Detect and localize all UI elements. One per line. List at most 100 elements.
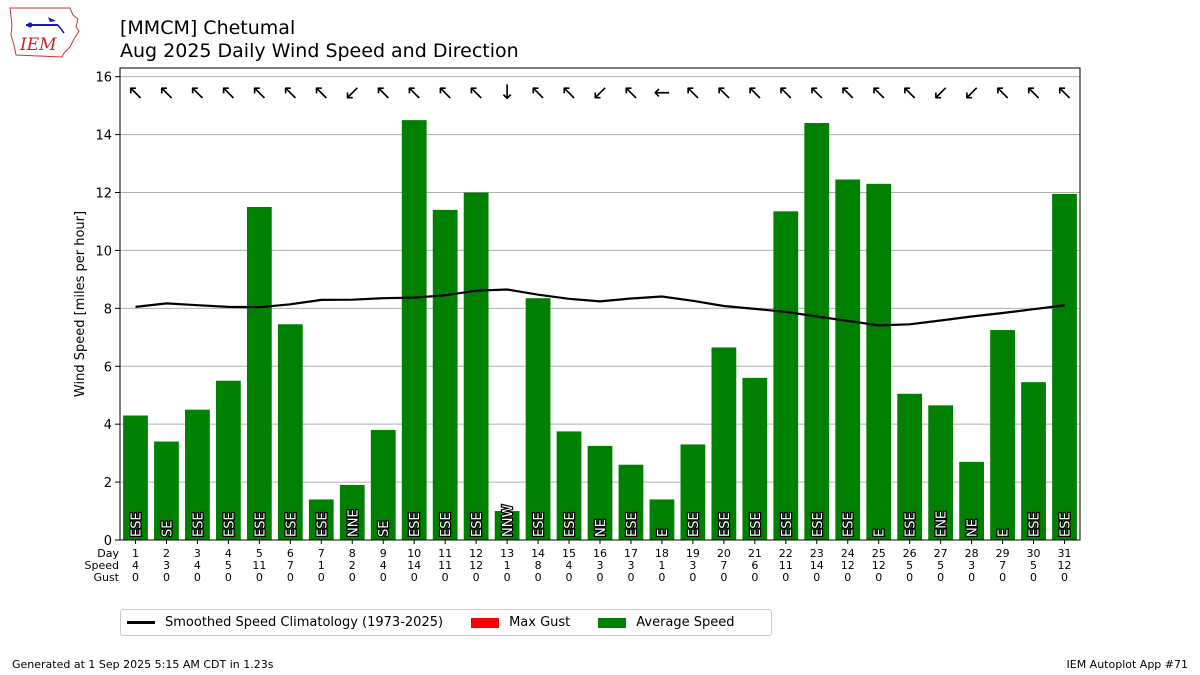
wind-direction-arrow: ↖ xyxy=(375,80,392,104)
speed-label: 5 xyxy=(1030,559,1037,572)
gust-label: 0 xyxy=(782,571,789,584)
y-tick-label: 0 xyxy=(104,534,112,549)
gust-label: 0 xyxy=(597,571,604,584)
wind-direction-arrow: ← xyxy=(654,80,671,104)
y-tick-label: 14 xyxy=(95,129,112,144)
y-tick-label: 16 xyxy=(95,71,112,86)
direction-label: NNW xyxy=(501,505,516,537)
wind-direction-arrow: ↖ xyxy=(901,80,918,104)
speed-label: 12 xyxy=(841,559,855,572)
wind-direction-arrow: ↖ xyxy=(530,80,547,104)
wind-direction-arrow: ↖ xyxy=(839,80,856,104)
day-label: 11 xyxy=(438,547,452,560)
speed-label: 12 xyxy=(872,559,886,572)
day-label: 4 xyxy=(225,547,232,560)
wind-direction-arrow: ↖ xyxy=(127,80,144,104)
wind-direction-arrow: ↖ xyxy=(282,80,299,104)
gust-label: 0 xyxy=(380,571,387,584)
table-row-label: Gust xyxy=(93,571,119,584)
bar-average-speed xyxy=(897,393,923,540)
speed-label: 3 xyxy=(627,559,634,572)
day-label: 30 xyxy=(1027,547,1041,560)
chart-subtitle: Aug 2025 Daily Wind Speed and Direction xyxy=(120,40,519,62)
speed-label: 7 xyxy=(999,559,1006,572)
wind-direction-arrow: ↖ xyxy=(220,80,237,104)
day-label: 29 xyxy=(996,547,1010,560)
y-tick-label: 6 xyxy=(104,360,112,375)
wind-direction-arrow: ↖ xyxy=(777,80,794,104)
gust-label: 0 xyxy=(411,571,418,584)
direction-label: SE xyxy=(160,521,175,537)
climatology-line xyxy=(135,288,1065,327)
bar-average-speed xyxy=(866,183,892,540)
gust-label: 0 xyxy=(287,571,294,584)
speed-label: 1 xyxy=(318,559,325,572)
y-tick-label: 10 xyxy=(95,244,112,259)
bar-average-speed xyxy=(216,380,241,540)
y-tick-label: 12 xyxy=(95,187,112,202)
direction-label: ESE xyxy=(563,512,578,537)
wind-direction-arrow: ↖ xyxy=(808,80,825,104)
speed-label: 11 xyxy=(438,559,452,572)
legend-item-max-gust: Max Gust xyxy=(471,615,570,630)
speed-label: 3 xyxy=(968,559,975,572)
direction-label: SE xyxy=(377,521,392,537)
app-label: IEM Autoplot App #71 xyxy=(1066,658,1189,671)
speed-label: 7 xyxy=(720,559,727,572)
gust-label: 0 xyxy=(968,571,975,584)
day-label: 2 xyxy=(163,547,170,560)
day-label: 6 xyxy=(287,547,294,560)
legend-label-climatology: Smoothed Speed Climatology (1973-2025) xyxy=(165,615,444,630)
wind-direction-arrow: ↙ xyxy=(963,80,980,104)
generated-timestamp: Generated at 1 Sep 2025 5:15 AM CDT in 1… xyxy=(12,658,274,671)
bar-average-speed xyxy=(123,415,148,540)
gust-label: 0 xyxy=(689,571,696,584)
logo-text: IEM xyxy=(19,35,57,55)
day-label: 17 xyxy=(624,547,638,560)
table-row-label: Speed xyxy=(85,559,119,572)
day-label: 14 xyxy=(531,547,545,560)
direction-label: ESE xyxy=(1028,512,1043,537)
day-label: 23 xyxy=(810,547,824,560)
wind-direction-arrow: ↖ xyxy=(313,80,330,104)
wind-direction-arrow: ↖ xyxy=(870,80,887,104)
bar-average-speed xyxy=(680,444,706,540)
speed-label: 8 xyxy=(535,559,542,572)
direction-label: ESE xyxy=(408,512,423,537)
day-label: 26 xyxy=(903,547,917,560)
bar-average-speed xyxy=(154,441,179,540)
gust-label: 0 xyxy=(751,571,758,584)
bar-average-speed xyxy=(711,347,737,540)
bar-average-speed xyxy=(835,179,861,540)
wind-direction-arrow: ↖ xyxy=(994,80,1011,104)
direction-label: NE xyxy=(966,519,981,537)
wind-direction-arrow: ↖ xyxy=(468,80,485,104)
gust-label: 0 xyxy=(535,571,542,584)
direction-label: ESE xyxy=(315,512,330,537)
day-label: 18 xyxy=(655,547,669,560)
direction-label: ESE xyxy=(129,512,144,537)
legend-swatch-max-gust xyxy=(471,617,500,628)
gust-label: 0 xyxy=(504,571,511,584)
bar-average-speed xyxy=(370,429,396,540)
bar-average-speed xyxy=(804,123,830,540)
gust-label: 0 xyxy=(844,571,851,584)
speed-label: 4 xyxy=(132,559,139,572)
wind-direction-arrow: ↖ xyxy=(437,80,454,104)
gust-label: 0 xyxy=(937,571,944,584)
speed-label: 3 xyxy=(597,559,604,572)
wind-direction-arrow: ↙ xyxy=(592,80,609,104)
wind-direction-arrow: ↖ xyxy=(1025,80,1042,104)
gust-label: 0 xyxy=(1061,571,1068,584)
direction-label: ESE xyxy=(780,512,795,537)
direction-label: E xyxy=(873,529,888,537)
day-label: 7 xyxy=(318,547,325,560)
speed-label: 5 xyxy=(906,559,913,572)
gust-label: 0 xyxy=(627,571,634,584)
speed-label: 4 xyxy=(566,559,573,572)
speed-label: 14 xyxy=(407,559,421,572)
direction-label: ESE xyxy=(904,512,919,537)
gust-label: 0 xyxy=(999,571,1006,584)
day-label: 22 xyxy=(779,547,793,560)
